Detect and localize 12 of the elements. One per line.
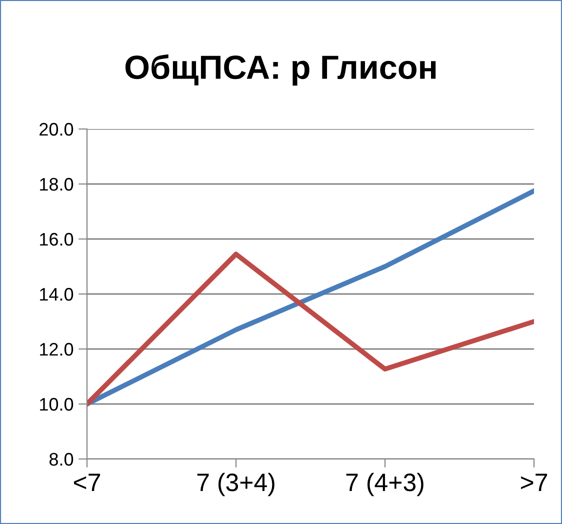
chart-title: ОбщПСА: р Глисон <box>125 54 436 86</box>
x-tick-label: <7 <box>74 474 100 492</box>
y-tick-label: 10.0 <box>40 398 74 411</box>
x-tick-label: >7 <box>520 474 547 492</box>
y-tick-label: 8.0 <box>49 452 74 466</box>
y-tick-label: 14.0 <box>40 288 74 301</box>
y-tick-label: 18.0 <box>40 178 74 191</box>
y-tick-label: 12.0 <box>40 342 74 356</box>
y-tick-label: 20.0 <box>40 122 74 136</box>
x-tick-label: 7 (4+3) <box>346 472 424 496</box>
y-tick-label: 16.0 <box>40 232 74 246</box>
x-tick-label: 7 (3+4) <box>197 472 274 496</box>
